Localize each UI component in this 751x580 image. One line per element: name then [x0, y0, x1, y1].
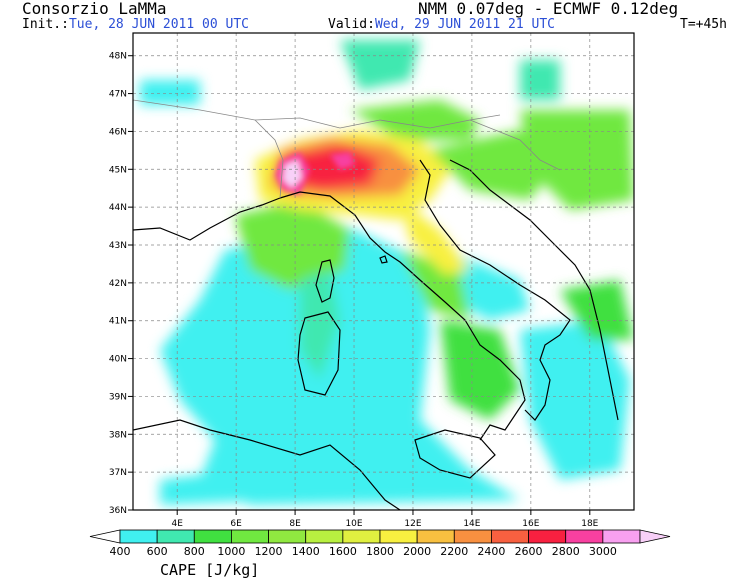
colorbar-box: [342, 529, 381, 544]
lead-time: T=+45h: [680, 17, 727, 32]
colorbar-label: 2400: [477, 545, 505, 558]
colorbar-box: [268, 529, 307, 544]
colorbar-box: [453, 529, 492, 544]
init-time: Init.:Tue, 28 JUN 2011 00 UTC: [22, 18, 249, 31]
colorbar-box: [528, 529, 567, 544]
lat-tick-label: 43N: [109, 241, 127, 251]
colorbar-label: 800: [184, 545, 205, 558]
init-value: Tue, 28 JUN 2011 00 UTC: [68, 17, 249, 32]
colorbar-label: 2000: [403, 545, 431, 558]
colorbar-label: 2800: [552, 545, 580, 558]
colorbar-box: [156, 529, 195, 544]
colorbar-box: [602, 529, 641, 544]
lat-tick-label: 41N: [109, 317, 127, 327]
map-frame: [132, 32, 635, 511]
lon-tick-label: 8E: [289, 519, 301, 529]
colorbar-label: 2600: [515, 545, 543, 558]
lat-tick-label: 39N: [109, 392, 127, 402]
colorbar-label: 3000: [589, 545, 617, 558]
lon-tick-label: 4E: [171, 519, 183, 529]
colorbar-box: [491, 529, 529, 544]
colorbar-label: 1800: [366, 545, 394, 558]
init-label: Init.:: [22, 17, 69, 32]
lon-tick-label: 12E: [404, 519, 421, 529]
cape-field: [133, 33, 634, 510]
lat-tick-label: 38N: [109, 430, 127, 440]
colorbar-box: [416, 529, 455, 544]
lat-tick-label: 48N: [109, 52, 127, 62]
lat-tick-label: 42N: [109, 279, 127, 289]
latitude-labels: 36N 37N 38N 39N 40N 41N 42N 43N 44N 45N 46N 47N 48N: [109, 52, 127, 516]
lat-tick-label: 36N: [109, 506, 127, 516]
borders: [133, 99, 561, 199]
colorbar-box: [231, 529, 269, 544]
colorbar-label: 600: [147, 545, 168, 558]
lon-tick-label: 10E: [345, 519, 362, 529]
longitude-labels: 4E 6E 8E 10E 12E 14E 16E 18E: [171, 519, 598, 529]
colorbar-label: 2200: [440, 545, 468, 558]
agency-title: Consorzio LaMMa: [22, 0, 167, 18]
lon-tick-label: 14E: [463, 519, 480, 529]
lat-tick-label: 46N: [109, 127, 127, 137]
colorbar-box: [565, 529, 604, 544]
lat-tick-label: 47N: [109, 90, 127, 100]
colorbar-labels: 400 600 800 1000 1200 1400 1600 1800 2000 2200 240…: [110, 545, 617, 558]
colorbar-box: [379, 529, 418, 544]
lat-tick-label: 37N: [109, 468, 127, 478]
valid-value: Wed, 29 JUN 2011 21 UTC: [374, 17, 555, 32]
colorbar-title: CAPE [J/kg]: [160, 561, 259, 579]
lat-tick-label: 40N: [109, 355, 127, 365]
colorbar-label: 1400: [292, 545, 320, 558]
lat-tick-label: 44N: [109, 203, 127, 213]
valid-label: Valid:: [328, 17, 375, 32]
colorbar-box: [89, 529, 121, 544]
valid-time: Valid:Wed, 29 JUN 2011 21 UTC: [328, 18, 555, 31]
lon-tick-label: 16E: [522, 519, 539, 529]
lat-lon-grid: [128, 33, 634, 515]
colorbar-boxes: [89, 529, 671, 544]
colorbar-box: [193, 529, 232, 544]
colorbar-box: [305, 529, 344, 544]
lon-tick-label: 6E: [230, 519, 242, 529]
colorbar-label: 1000: [217, 545, 245, 558]
colorbar-box: [639, 529, 671, 544]
lon-tick-label: 18E: [581, 519, 598, 529]
model-title: NMM 0.07deg - ECMWF 0.12deg: [418, 0, 679, 18]
colorbar-label: 1200: [255, 545, 283, 558]
colorbar-box: [119, 529, 158, 544]
lat-tick-label: 45N: [109, 165, 127, 175]
colorbar-label: 1600: [329, 545, 357, 558]
colorbar-label: 400: [110, 545, 131, 558]
